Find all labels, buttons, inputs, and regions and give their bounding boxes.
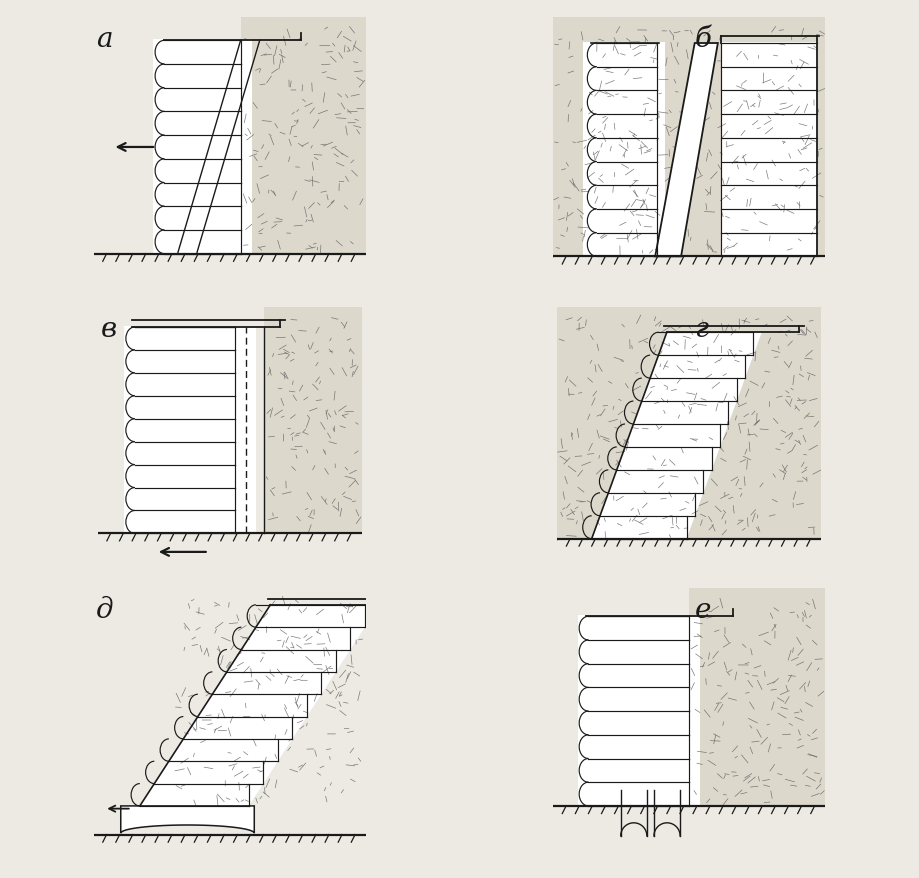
Text: е: е [695,596,711,623]
Polygon shape [140,605,380,806]
Bar [577,615,700,806]
Polygon shape [655,44,718,257]
Bar [153,40,252,255]
Text: г: г [695,315,709,342]
Text: в: в [100,315,117,342]
Text: б: б [695,25,711,53]
Polygon shape [592,333,762,539]
Polygon shape [120,806,255,833]
Text: д: д [96,596,114,623]
Bar [583,43,664,257]
Bar [124,327,256,534]
Text: а: а [96,25,113,53]
Bar [720,43,817,257]
